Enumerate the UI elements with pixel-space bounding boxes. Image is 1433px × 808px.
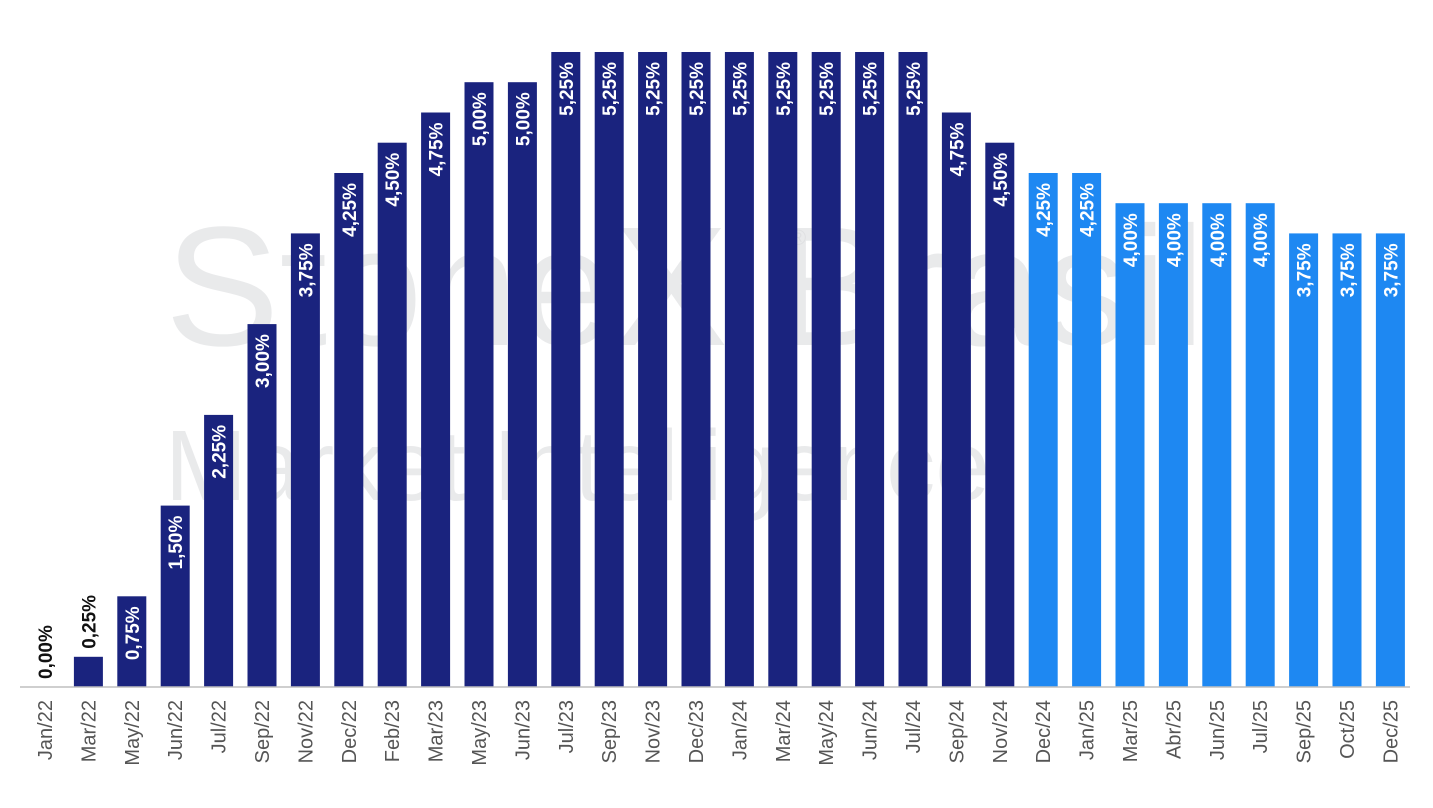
data-label-5: 3,00% xyxy=(253,334,274,388)
data-label-30: 3,75% xyxy=(1338,243,1359,297)
x-tick-label-31: Dec/25 xyxy=(1380,700,1402,763)
x-tick-label-28: Jul/25 xyxy=(1250,700,1272,753)
bar-23 xyxy=(1028,173,1058,687)
data-label-12: 5,25% xyxy=(557,62,578,116)
x-tick-label-30: Oct/25 xyxy=(1337,700,1359,759)
data-label-28: 4,00% xyxy=(1251,213,1272,267)
bar-11 xyxy=(507,82,537,687)
x-tick-labels-group: Jan/22 Mar/22 May/22 Jun/22 Jul/22 Sep/22 Nov/… xyxy=(35,700,1402,766)
x-tick-label-25: Mar/25 xyxy=(1120,700,1142,762)
data-label-1: 0,25% xyxy=(79,595,100,649)
bar-25 xyxy=(1115,203,1145,687)
bar-10 xyxy=(464,82,494,687)
x-tick-label-13: Sep/23 xyxy=(599,700,621,763)
bar-3 xyxy=(160,505,190,687)
x-tick-label-9: Mar/23 xyxy=(426,700,448,762)
bar-18 xyxy=(811,52,841,687)
data-label-17: 5,25% xyxy=(774,62,795,116)
data-label-3: 1,50% xyxy=(166,515,187,569)
data-label-24: 4,25% xyxy=(1078,183,1099,237)
x-tick-label-0: Jan/22 xyxy=(35,700,57,760)
bar-12 xyxy=(551,52,581,687)
bar-27 xyxy=(1202,203,1232,687)
data-label-8: 4,50% xyxy=(383,153,404,207)
data-label-14: 5,25% xyxy=(644,62,665,116)
data-label-23: 4,25% xyxy=(1034,183,1055,237)
x-tick-label-16: Jan/24 xyxy=(729,700,751,760)
bar-4 xyxy=(204,414,234,687)
x-tick-label-6: Nov/22 xyxy=(295,700,317,763)
data-label-15: 5,25% xyxy=(687,62,708,116)
x-tick-label-20: Jul/24 xyxy=(903,700,925,753)
x-tick-label-2: May/22 xyxy=(122,700,144,766)
x-tick-label-17: Mar/24 xyxy=(773,700,795,762)
bar-8 xyxy=(377,142,407,687)
bar-9 xyxy=(421,112,451,687)
data-label-13: 5,25% xyxy=(600,62,621,116)
data-label-18: 5,25% xyxy=(817,62,838,116)
data-label-19: 5,25% xyxy=(861,62,882,116)
data-label-10: 5,00% xyxy=(470,92,491,146)
x-tick-label-4: Jul/22 xyxy=(209,700,231,753)
x-tick-label-22: Nov/24 xyxy=(990,700,1012,763)
bar-15 xyxy=(681,52,711,687)
data-label-27: 4,00% xyxy=(1208,213,1229,267)
x-tick-label-12: Jul/23 xyxy=(556,700,578,753)
data-label-6: 3,75% xyxy=(296,243,317,297)
bar-21 xyxy=(941,112,971,687)
bar-19 xyxy=(855,52,885,687)
bar-24 xyxy=(1072,173,1102,687)
bar-7 xyxy=(334,173,364,687)
x-tick-label-18: May/24 xyxy=(816,700,838,766)
data-label-20: 5,25% xyxy=(904,62,925,116)
data-label-21: 4,75% xyxy=(947,122,968,176)
data-label-11: 5,00% xyxy=(513,92,534,146)
data-label-22: 4,50% xyxy=(991,153,1012,207)
bars-group xyxy=(73,52,1405,687)
x-tick-label-7: Dec/22 xyxy=(339,700,361,763)
data-label-16: 5,25% xyxy=(730,62,751,116)
data-label-4: 2,25% xyxy=(210,425,231,479)
data-label-7: 4,25% xyxy=(340,183,361,237)
data-label-29: 3,75% xyxy=(1295,243,1316,297)
bar-13 xyxy=(594,52,624,687)
bar-26 xyxy=(1158,203,1188,687)
x-tick-label-3: Jun/22 xyxy=(165,700,187,760)
data-labels-group: 0,00% 0,25% 0,75% 1,50% 2,25% 3,00% 3,75% 4,25%… xyxy=(36,62,1402,679)
x-tick-label-1: Mar/22 xyxy=(78,700,100,762)
bar-31 xyxy=(1375,233,1405,687)
bar-6 xyxy=(290,233,320,687)
bar-2 xyxy=(117,596,147,687)
x-tick-label-23: Dec/24 xyxy=(1033,700,1055,763)
bar-17 xyxy=(768,52,798,687)
x-tick-label-8: Feb/23 xyxy=(382,700,404,762)
bar-14 xyxy=(638,52,668,687)
x-tick-label-19: Jun/24 xyxy=(860,700,882,760)
x-tick-label-14: Nov/23 xyxy=(643,700,665,763)
x-tick-label-21: Sep/24 xyxy=(946,700,968,763)
bar-1 xyxy=(73,656,103,687)
x-tick-label-11: Jun/23 xyxy=(512,700,534,760)
x-tick-label-15: Dec/23 xyxy=(686,700,708,763)
x-tick-label-5: Sep/22 xyxy=(252,700,274,763)
bar-30 xyxy=(1332,233,1362,687)
x-tick-label-10: May/23 xyxy=(469,700,491,766)
data-label-31: 3,75% xyxy=(1381,243,1402,297)
bar-16 xyxy=(724,52,754,687)
data-label-26: 4,00% xyxy=(1164,213,1185,267)
x-tick-label-29: Sep/25 xyxy=(1294,700,1316,763)
data-label-0: 0,00% xyxy=(36,625,57,679)
x-tick-label-24: Jan/25 xyxy=(1077,700,1099,760)
bar-28 xyxy=(1245,203,1275,687)
data-label-9: 4,75% xyxy=(427,122,448,176)
x-tick-label-27: Jun/25 xyxy=(1207,700,1229,760)
data-label-25: 4,00% xyxy=(1121,213,1142,267)
bar-22 xyxy=(985,142,1015,687)
bar-5 xyxy=(247,324,277,687)
bar-20 xyxy=(898,52,928,687)
bar-29 xyxy=(1289,233,1319,687)
x-tick-label-26: Abr/25 xyxy=(1163,700,1185,759)
data-label-2: 0,75% xyxy=(123,606,144,660)
